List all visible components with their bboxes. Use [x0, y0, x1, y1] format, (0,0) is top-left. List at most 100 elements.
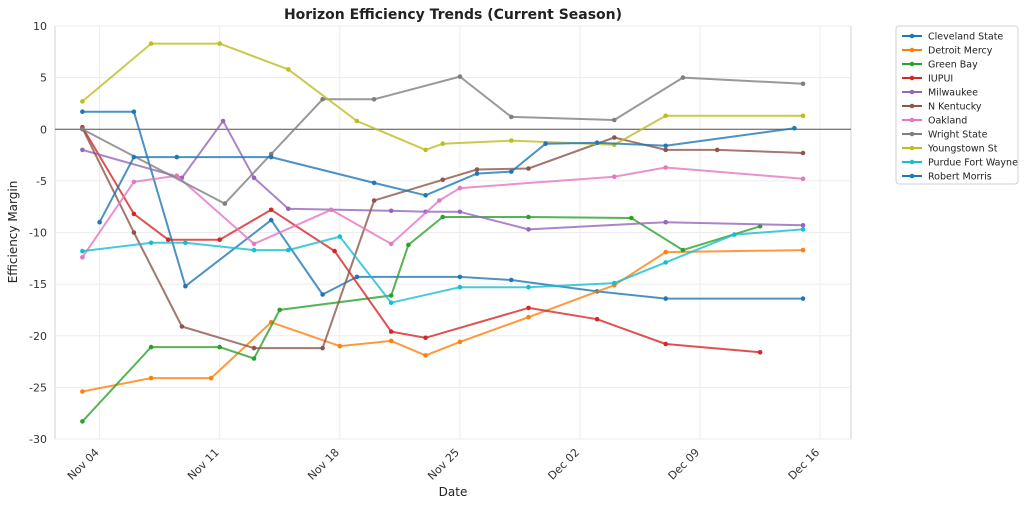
legend-marker: [909, 131, 915, 137]
data-point: [337, 343, 343, 349]
data-point: [251, 175, 257, 181]
y-axis-label: Efficiency Margin: [6, 181, 20, 284]
data-point: [388, 208, 394, 214]
data-point: [457, 209, 463, 215]
legend-marker: [909, 117, 915, 123]
data-point: [663, 219, 668, 225]
legend-item: N Kentucky: [902, 102, 982, 113]
data-point: [612, 280, 617, 286]
data-point: [354, 118, 360, 124]
x-tick-label: Nov 04: [65, 446, 102, 483]
series-line: [98, 127, 795, 223]
series-line: [81, 126, 761, 354]
data-point: [629, 215, 634, 221]
data-point: [440, 141, 446, 146]
legend-label: Green Bay: [928, 60, 978, 71]
data-point: [183, 240, 188, 246]
data-point: [423, 353, 428, 358]
series-n-kentucky: [80, 125, 806, 351]
data-point: [526, 305, 531, 311]
data-point: [131, 109, 137, 114]
data-point: [286, 247, 291, 253]
data-point: [440, 214, 446, 220]
legend-marker: [909, 75, 915, 81]
data-point: [286, 206, 291, 212]
data-point: [165, 237, 171, 242]
legend-label: Oakland: [928, 116, 967, 127]
data-point: [792, 125, 797, 131]
data-point: [474, 171, 480, 176]
data-point: [222, 201, 228, 206]
data-point: [526, 284, 531, 290]
legend-label: Cleveland State: [928, 32, 1003, 43]
legend-item: Cleveland State: [902, 32, 1003, 43]
data-point: [663, 249, 668, 255]
data-point: [800, 247, 806, 253]
data-point: [509, 138, 514, 143]
data-point: [457, 74, 463, 79]
legend-frame: [895, 25, 1019, 185]
data-point: [457, 185, 463, 191]
data-point: [423, 335, 428, 341]
data-point: [612, 135, 617, 140]
data-point: [388, 300, 394, 306]
data-point: [251, 356, 257, 361]
legend-label: Milwaukee: [928, 88, 978, 99]
data-point: [131, 230, 137, 235]
data-point: [800, 81, 806, 87]
data-point: [183, 283, 188, 289]
data-point: [714, 147, 720, 153]
data-point: [594, 316, 600, 322]
legend-marker: [909, 145, 915, 151]
x-tick-label: Dec 02: [545, 446, 582, 483]
data-point: [423, 193, 428, 198]
data-point: [217, 41, 222, 46]
data-point: [80, 147, 85, 153]
series-oakland: [80, 165, 806, 260]
data-point: [663, 341, 668, 347]
data-point: [371, 97, 377, 102]
legend-item: Green Bay: [902, 60, 978, 71]
data-point: [800, 150, 806, 156]
data-point: [277, 307, 283, 313]
data-point: [80, 109, 85, 114]
data-point: [612, 174, 617, 179]
data-point: [388, 293, 394, 298]
y-tick-label: -20: [29, 330, 47, 343]
data-point: [148, 240, 154, 246]
data-point: [663, 147, 668, 153]
data-point: [220, 118, 226, 124]
data-point: [509, 277, 514, 283]
data-point: [423, 147, 428, 153]
data-point: [663, 113, 668, 119]
y-tick-label: -25: [29, 381, 47, 394]
legend-marker: [909, 103, 915, 109]
data-point: [663, 165, 668, 170]
data-point: [800, 296, 806, 301]
data-point: [663, 260, 668, 265]
data-point: [406, 242, 411, 248]
data-point: [388, 338, 394, 344]
series-purdue-fort-wayne: [80, 227, 806, 306]
data-point: [131, 179, 137, 185]
y-tick-label: 10: [33, 20, 47, 33]
data-point: [131, 211, 137, 217]
data-point: [680, 247, 686, 253]
series-lines: [80, 41, 806, 424]
data-point: [800, 227, 806, 232]
data-point: [354, 274, 360, 280]
data-point: [208, 375, 214, 381]
data-point: [251, 247, 257, 253]
data-point: [526, 314, 531, 320]
data-point: [217, 344, 222, 350]
y-tick-label: -15: [29, 278, 47, 291]
legend-label: IUPUI: [928, 74, 953, 85]
data-point: [80, 248, 85, 254]
legend-marker: [909, 33, 915, 39]
data-point: [440, 177, 446, 183]
series-iupui: [80, 124, 763, 355]
x-tick-label: Dec 16: [786, 446, 823, 483]
data-point: [320, 292, 325, 297]
data-point: [543, 141, 548, 146]
